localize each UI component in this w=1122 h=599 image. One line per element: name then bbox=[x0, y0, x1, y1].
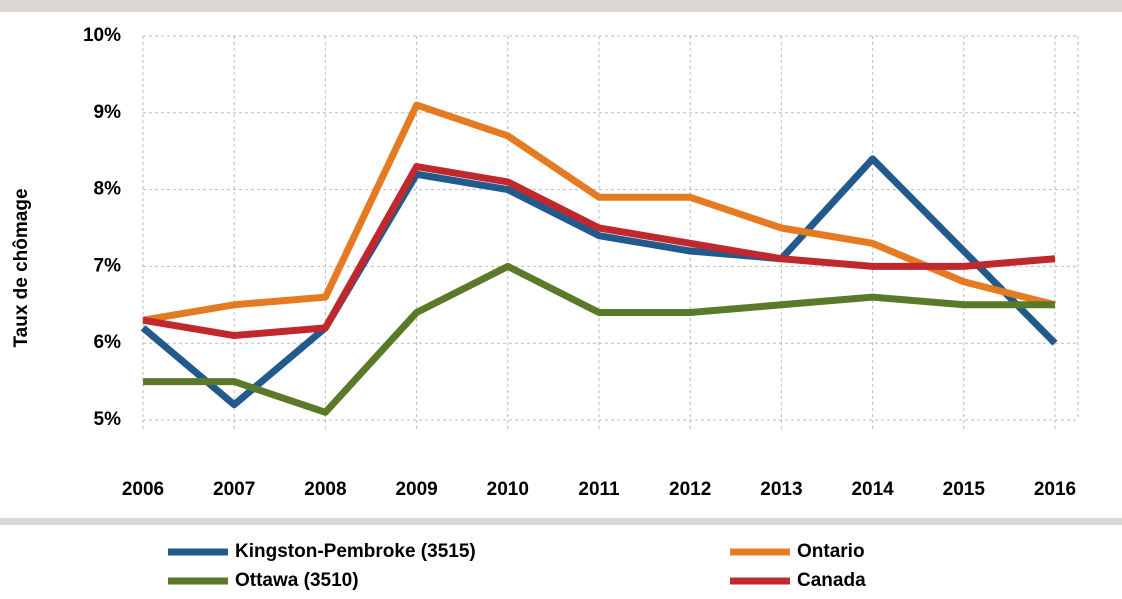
x-tick-label: 2016 bbox=[1034, 479, 1076, 500]
series-line bbox=[142, 101, 1056, 324]
y-tick-label: 6% bbox=[94, 332, 122, 353]
x-tick-label: 2013 bbox=[760, 479, 802, 500]
y-tick-label: 7% bbox=[94, 255, 122, 276]
x-tick-label: 2012 bbox=[669, 479, 711, 500]
x-tick-label: 2007 bbox=[213, 479, 255, 500]
x-tick-label: 2010 bbox=[487, 479, 529, 500]
y-tick-label: 5% bbox=[94, 409, 122, 430]
x-tick-label: 2009 bbox=[395, 479, 437, 500]
y-tick-label: 10% bbox=[83, 25, 121, 46]
legend-label: Canada bbox=[797, 570, 866, 591]
series-line bbox=[142, 163, 1056, 340]
y-tick-label: 9% bbox=[94, 102, 122, 123]
x-tick-label: 2006 bbox=[122, 479, 164, 500]
legend-label: Ottawa (3510) bbox=[235, 570, 359, 591]
separator-band bbox=[0, 518, 1122, 525]
x-tick-label: 2011 bbox=[578, 479, 620, 500]
series-line bbox=[143, 262, 1055, 416]
series-line bbox=[140, 155, 1058, 409]
x-tick-label: 2008 bbox=[304, 479, 346, 500]
x-tick-label: 2014 bbox=[851, 479, 894, 500]
x-tick-label: 2015 bbox=[943, 479, 986, 500]
y-tick-label: 8% bbox=[94, 179, 122, 200]
legend-label: Kingston-Pembroke (3515) bbox=[235, 541, 476, 562]
top-band bbox=[0, 0, 1122, 12]
y-axis-label: Taux de chômage bbox=[11, 188, 32, 347]
legend-label: Ontario bbox=[797, 541, 865, 562]
